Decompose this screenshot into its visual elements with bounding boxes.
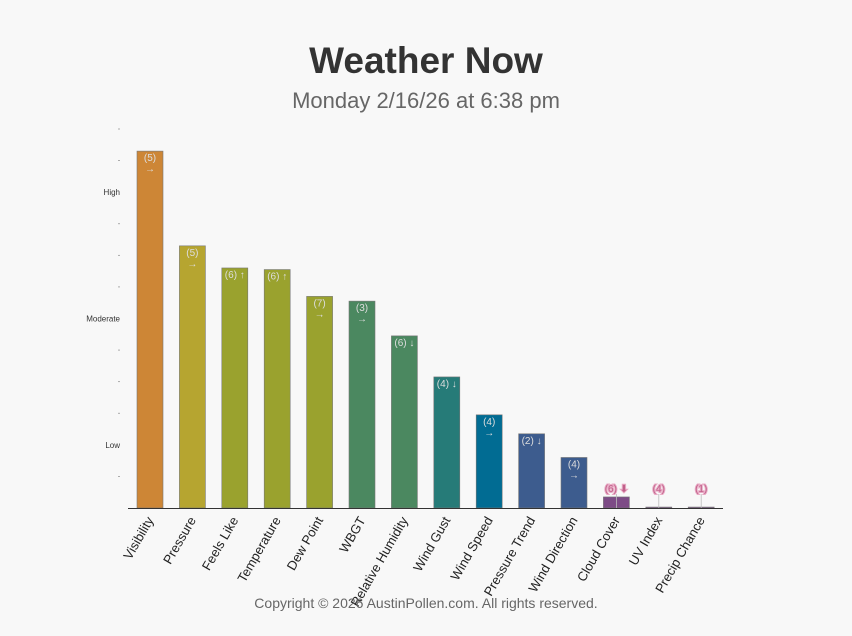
bar-feels-like xyxy=(221,267,249,509)
bar-pressure-trend xyxy=(518,433,545,509)
bar-relative-humidity xyxy=(391,335,418,509)
bar-visibility xyxy=(136,150,164,509)
bars xyxy=(136,150,715,509)
x-tick-label: Feels Like xyxy=(199,514,242,573)
y-tick-label: Low xyxy=(105,441,120,450)
data-label: (5) → xyxy=(186,248,198,270)
data-label: (7) → xyxy=(313,298,325,320)
y-axis: Low Moderate High xyxy=(86,128,121,477)
data-label: (5) → xyxy=(144,153,156,175)
y-tick-label: High xyxy=(104,188,120,197)
data-label: (4) → xyxy=(483,417,495,439)
x-tick-label: Wind Gust xyxy=(410,514,454,574)
x-tick-label: Visibility xyxy=(120,514,157,562)
data-labels: (5) → (5) → (6) ↑ (6) ↑ (7) → (3) → (6) ↓ (4) ↓ (4) →… xyxy=(144,153,708,508)
bar-wind-gust xyxy=(433,376,461,509)
x-tick-label: Temperature xyxy=(234,514,283,585)
bar-temperature xyxy=(263,269,291,509)
x-tick-label: UV Index xyxy=(626,514,666,568)
page-title: Weather Now xyxy=(309,40,543,81)
data-label: (6) ↑ xyxy=(267,272,287,283)
x-tick-label: Dew Point xyxy=(284,514,327,573)
bar-pressure xyxy=(179,245,206,509)
bar-wbgt xyxy=(348,300,376,509)
x-tick-label: Pressure xyxy=(160,514,199,567)
data-label: (4) → xyxy=(568,459,580,481)
data-label: (6) ⬇ xyxy=(605,484,628,495)
copyright-text: Copyright © 2026 AustinPollen.com. All r… xyxy=(254,595,598,611)
data-label: (2) ↓ xyxy=(522,436,542,447)
x-tick-label: Wind Speed xyxy=(447,514,495,583)
data-label: (1) xyxy=(695,484,707,495)
data-label: (4) xyxy=(653,484,665,495)
bar-wind-speed xyxy=(475,414,503,509)
x-tick-label: WBGT xyxy=(336,514,369,555)
data-label: (3) → xyxy=(356,303,368,325)
data-label: (6) ↑ xyxy=(225,270,245,281)
data-label: (6) ↓ xyxy=(394,338,414,349)
bar-dew-point xyxy=(306,296,333,509)
page-subtitle: Monday 2/16/26 at 6:38 pm xyxy=(292,88,560,113)
x-tick-label: Cloud Cover xyxy=(574,513,623,584)
y-tick-label: Moderate xyxy=(86,315,120,324)
bar-wind-direction xyxy=(560,457,588,509)
data-label: (4) ↓ xyxy=(437,379,457,390)
